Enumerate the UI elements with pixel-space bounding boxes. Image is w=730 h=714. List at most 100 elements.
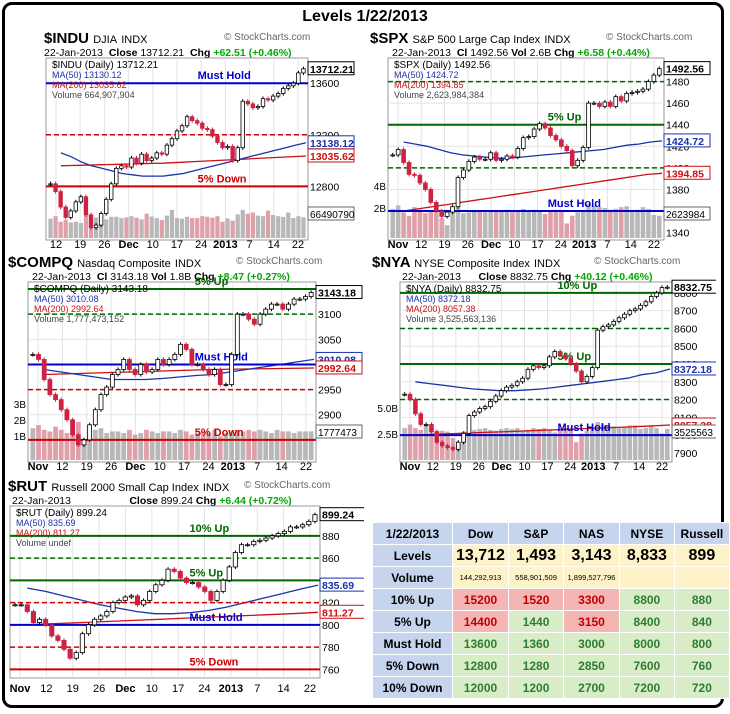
levels-row-10-up: 10% Up 15200 1520 3300 8800 880 (372, 588, 730, 611)
compq-volume-bar (189, 434, 195, 460)
spx-volume-bar (488, 211, 493, 238)
spx-volume-bar (433, 212, 439, 238)
spx-volume-bar (401, 212, 406, 238)
indu-candle (210, 129, 215, 137)
compq-volume-bar (127, 429, 132, 460)
indu-candle (179, 125, 185, 132)
indu-close-label: Close (108, 47, 138, 59)
nya-candle (402, 393, 407, 396)
rut-candle (92, 618, 98, 626)
indu-candle (296, 72, 301, 84)
spx-y-tick-label: 1480 (666, 77, 690, 89)
nya-candle (461, 432, 466, 443)
spx-volume-bar (580, 210, 586, 238)
rut-watermark: © StockCharts.com (244, 480, 331, 491)
page-title: Levels 1/22/2013 (302, 8, 428, 25)
rut-candle (122, 596, 128, 601)
spx-volume-bar (564, 223, 570, 238)
nya-candle (445, 445, 450, 448)
indu-candle (235, 147, 240, 162)
table-cell: 1,493 (507, 544, 565, 567)
indu-volume-bar (281, 216, 286, 238)
nya-y-tick-label: 8500 (674, 341, 698, 353)
compq-candle (212, 369, 217, 375)
rut-candle (43, 618, 49, 626)
spx-volume-bar (439, 218, 444, 238)
nya-candle (466, 415, 472, 434)
rut-candle (202, 586, 208, 592)
rut-candle (61, 639, 67, 650)
compq-candle (138, 364, 144, 375)
indu-x-tick-label: 19 (74, 239, 86, 251)
column-header-dow: Dow (451, 522, 510, 545)
nya-volume-tick-label: 2.5B (377, 430, 398, 441)
indu-candle (174, 130, 180, 140)
compq-candle (109, 374, 115, 388)
table-cell: 13,712 (451, 544, 510, 567)
table-cell: 3300 (563, 588, 620, 611)
compq-volume-bar (229, 431, 235, 460)
nya-volume-bar (547, 429, 552, 460)
indu-volume-bar (129, 216, 134, 238)
rut-y-tick-label: 800 (322, 620, 340, 632)
rut-candle (67, 648, 73, 659)
compq-name: Nasdaq Composite (77, 258, 171, 270)
nya-close-label: Close (478, 271, 508, 283)
indu-candle (250, 103, 256, 109)
nya-volume-bar (456, 444, 461, 460)
spx-x-tick-label: 24 (555, 239, 567, 251)
spx-candle (618, 96, 624, 102)
nya-x-tick-label: 2013 (581, 461, 605, 473)
indu-volume-bar (98, 224, 104, 238)
rut-candle (134, 595, 141, 606)
table-cell: 720 (673, 676, 730, 699)
compq-volume-bar (87, 434, 93, 460)
spx-candle (499, 158, 504, 161)
indu-candle (164, 144, 170, 155)
nya-legend-entry: $NYA (Daily) 8832.75 (406, 284, 502, 295)
compq-volume-bar (155, 433, 161, 460)
indu-volume-bar (58, 221, 63, 238)
spx-candle (635, 90, 640, 93)
indu-volume-bar (265, 210, 271, 238)
spx-candle (564, 145, 570, 152)
rut-candle (36, 618, 43, 623)
nya-volume-bar (600, 424, 606, 460)
table-cell: 15200 (451, 588, 510, 611)
indu-candle (215, 135, 220, 143)
spx-x-tick-label: 19 (438, 239, 450, 251)
indu-volume-bar (286, 212, 291, 238)
spx-candle (580, 146, 586, 161)
spx-candle (493, 152, 499, 161)
levels-row-5-down: 5% Down 12800 1280 2850 7600 760 (372, 654, 730, 677)
rut-close-label: Close (129, 495, 158, 507)
compq-candle (280, 303, 286, 310)
indu-candle (265, 98, 271, 101)
spx-volume-bar (548, 211, 553, 238)
indu-candle (270, 95, 276, 101)
nya-chart: Nov121926Dec1017242013714227900800081008… (377, 279, 716, 473)
spx-last-price-tag-text: 1492.56 (666, 64, 704, 76)
compq-header: $COMPQ Nasdaq Composite INDX (8, 254, 201, 271)
rut-candle (208, 591, 214, 601)
nya-header: $NYA NYSE Composite Index INDX (372, 254, 560, 271)
nya-y-tick-label: 8200 (674, 395, 698, 407)
indu-volume-bar (63, 219, 68, 238)
rut-ma50-tag-text: 835.69 (322, 580, 354, 592)
compq-candle (195, 364, 200, 366)
indu-x-tick-label: 22 (292, 239, 304, 251)
nya-volume-bar (643, 428, 649, 460)
indu-volume-bar (149, 216, 154, 238)
indu-candle (225, 146, 230, 149)
spx-volume-bar (428, 211, 434, 238)
nya-x-tick-label: Nov (400, 461, 422, 473)
spx-candle (477, 156, 483, 160)
spx-candle (569, 150, 575, 167)
rut-candle (214, 591, 220, 601)
compq-volume-bar (172, 433, 178, 460)
row-label: 10% Down (372, 676, 453, 699)
spx-candle (646, 81, 651, 90)
nya-candle (429, 424, 434, 432)
row-label: 5% Up (372, 610, 453, 633)
compq-volume-bar (178, 429, 183, 460)
